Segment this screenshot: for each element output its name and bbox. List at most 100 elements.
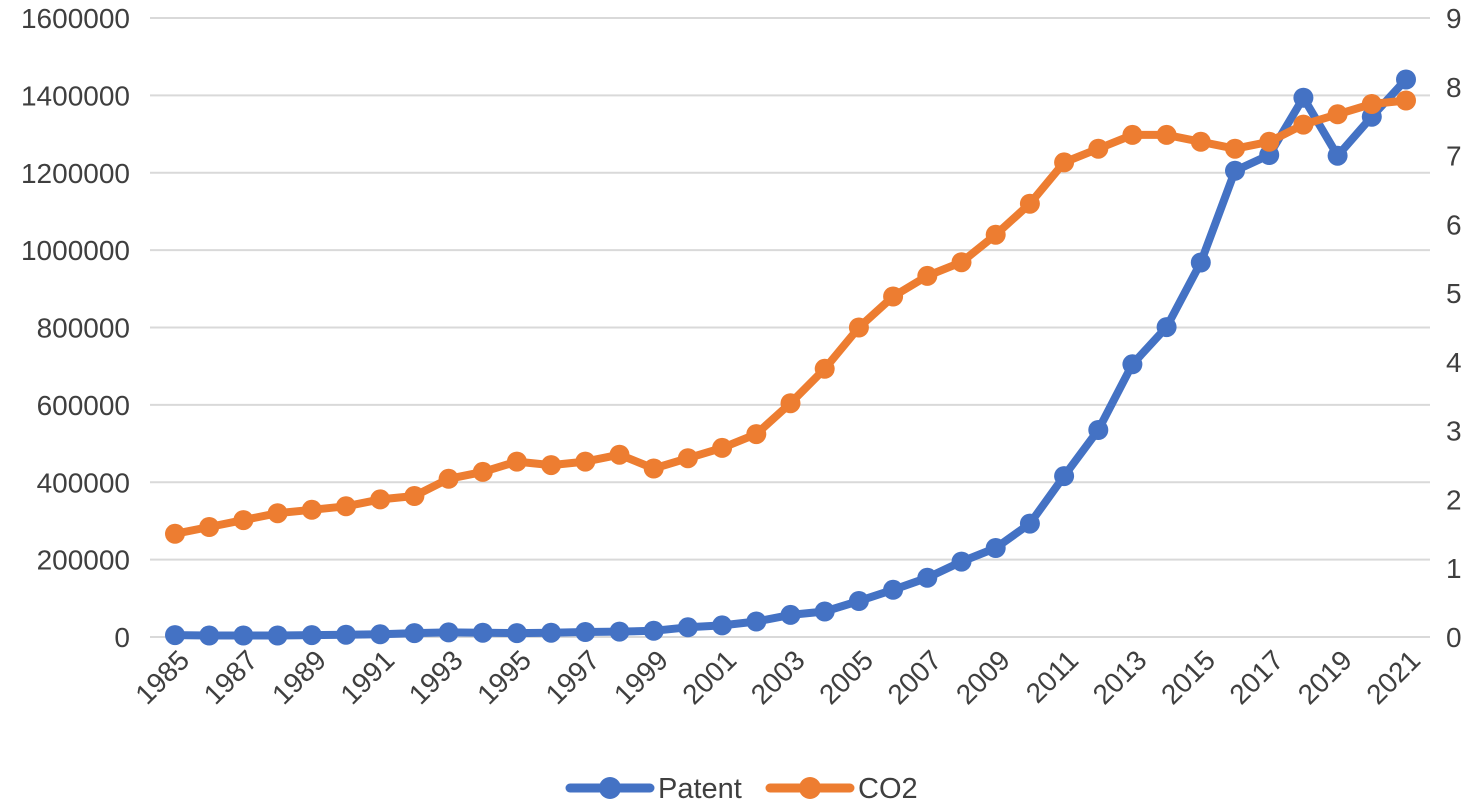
co2-data-point: [267, 503, 288, 524]
patent-data-point: [1327, 145, 1348, 166]
x-axis-tick-label: 2015: [1155, 644, 1221, 710]
co2-data-point: [814, 358, 835, 379]
patent-data-point: [677, 617, 698, 638]
co2-data-point: [472, 461, 493, 482]
left-axis-tick-label: 1400000: [21, 80, 130, 111]
patent-legend-swatch-marker: [599, 777, 621, 799]
co2-data-point: [301, 499, 322, 520]
x-axis-tick-label: 1985: [129, 644, 195, 710]
patent-data-point: [404, 623, 425, 644]
patent-data-point: [643, 620, 664, 641]
right-axis-tick-label: 8: [1446, 72, 1462, 103]
co2-data-point: [1293, 114, 1314, 135]
co2-legend-swatch-marker: [799, 777, 821, 799]
co2-data-point: [917, 265, 938, 286]
patent-data-point: [472, 622, 493, 643]
co2-data-point: [233, 510, 254, 531]
co2-data-point: [1190, 131, 1211, 152]
co2-data-point: [951, 252, 972, 273]
chart-legend: Patent CO2: [565, 773, 918, 805]
x-axis-tick-label: 2003: [745, 644, 811, 710]
right-axis-tick-label: 7: [1446, 141, 1462, 172]
co2-data-point: [1396, 90, 1416, 111]
co2-data-point: [746, 424, 767, 445]
x-axis-tick-label: 2005: [813, 644, 879, 710]
patent-data-point: [233, 625, 254, 646]
plot-area: 1600000140000012000001000000800000600000…: [21, 3, 1462, 710]
x-axis-tick-label: 1995: [471, 644, 537, 710]
right-axis-tick-label: 1: [1446, 553, 1462, 584]
patent-series-line: [171, 75, 1410, 640]
co2-data-point: [1054, 152, 1075, 173]
co2-data-point: [677, 448, 698, 469]
co2-data-point: [165, 523, 185, 544]
left-axis-tick-label: 0: [114, 622, 130, 653]
right-axis-tick-label: 2: [1446, 484, 1462, 515]
co2-data-point: [780, 393, 801, 414]
patent-data-point: [199, 625, 220, 646]
patent-data-point: [370, 624, 391, 645]
right-axis-tick-label: 3: [1446, 416, 1462, 447]
left-axis-tick-label: 400000: [37, 467, 130, 498]
co2-data-point: [1361, 94, 1382, 114]
left-axis-tick-label: 1600000: [21, 3, 130, 34]
co2-data-point: [643, 458, 664, 479]
co2-data-point: [199, 517, 220, 537]
patent-data-point: [1122, 354, 1143, 375]
patent-data-point: [1293, 87, 1314, 108]
co2-data-point: [1225, 138, 1245, 159]
patent-data-point: [1054, 466, 1075, 487]
patent-data-point: [1190, 252, 1211, 273]
co2-data-point: [404, 486, 425, 506]
co2-data-point: [609, 444, 630, 465]
patent-data-point: [746, 611, 767, 632]
patent-data-point: [712, 615, 733, 636]
co2-data-point: [1259, 131, 1280, 152]
co2-data-point: [506, 451, 527, 472]
patent-data-point: [301, 625, 322, 646]
patent-data-point: [1396, 69, 1416, 90]
co2-data-point: [1122, 124, 1143, 145]
legend-label-co2: CO2: [858, 773, 918, 805]
right-axis-tick-label: 9: [1446, 3, 1462, 34]
left-axis-tick-label: 1200000: [21, 158, 130, 189]
legend-label-patent: Patent: [658, 773, 742, 805]
x-axis-tick-label: 2013: [1087, 644, 1153, 710]
patent-data-point: [609, 621, 630, 642]
co2-data-point: [1019, 193, 1040, 214]
patent-data-point: [848, 591, 869, 611]
patent-data-point: [506, 623, 527, 644]
patent-data-point: [985, 538, 1006, 558]
left-axis-tick-label: 800000: [37, 313, 130, 344]
x-axis-tick-label: 2017: [1223, 644, 1289, 710]
co2-data-point: [575, 451, 596, 472]
patent-data-point: [814, 601, 835, 622]
patent-data-point: [165, 625, 185, 646]
co2-data-point: [1327, 104, 1348, 125]
co2-data-point: [370, 489, 391, 510]
right-axis-tick-label: 4: [1446, 347, 1462, 378]
x-axis-tick-label: 1997: [540, 644, 606, 710]
patent-data-point: [1156, 317, 1177, 338]
x-axis-tick-label: 1993: [403, 644, 469, 710]
patent-data-point: [780, 604, 801, 625]
co2-data-point: [712, 437, 733, 458]
right-axis-tick-label: 0: [1446, 622, 1462, 653]
co2-data-point: [336, 496, 356, 517]
co2-series-line: [171, 96, 1410, 538]
patent-data-point: [575, 622, 596, 642]
co2-data-point: [848, 317, 869, 338]
x-axis-tick-label: 1987: [198, 644, 264, 710]
right-axis-tick-label: 5: [1446, 278, 1462, 309]
patent-data-point: [917, 567, 938, 588]
left-axis-tick-label: 200000: [37, 545, 130, 576]
patent-data-point: [883, 579, 904, 600]
right-axis-tick-label: 6: [1446, 209, 1462, 240]
x-axis-tick-label: 2007: [882, 644, 948, 710]
patent-data-point: [1088, 420, 1109, 440]
left-axis-tick-label: 600000: [37, 390, 130, 421]
co2-data-point: [985, 224, 1006, 245]
x-axis-tick-label: 2021: [1360, 644, 1426, 710]
